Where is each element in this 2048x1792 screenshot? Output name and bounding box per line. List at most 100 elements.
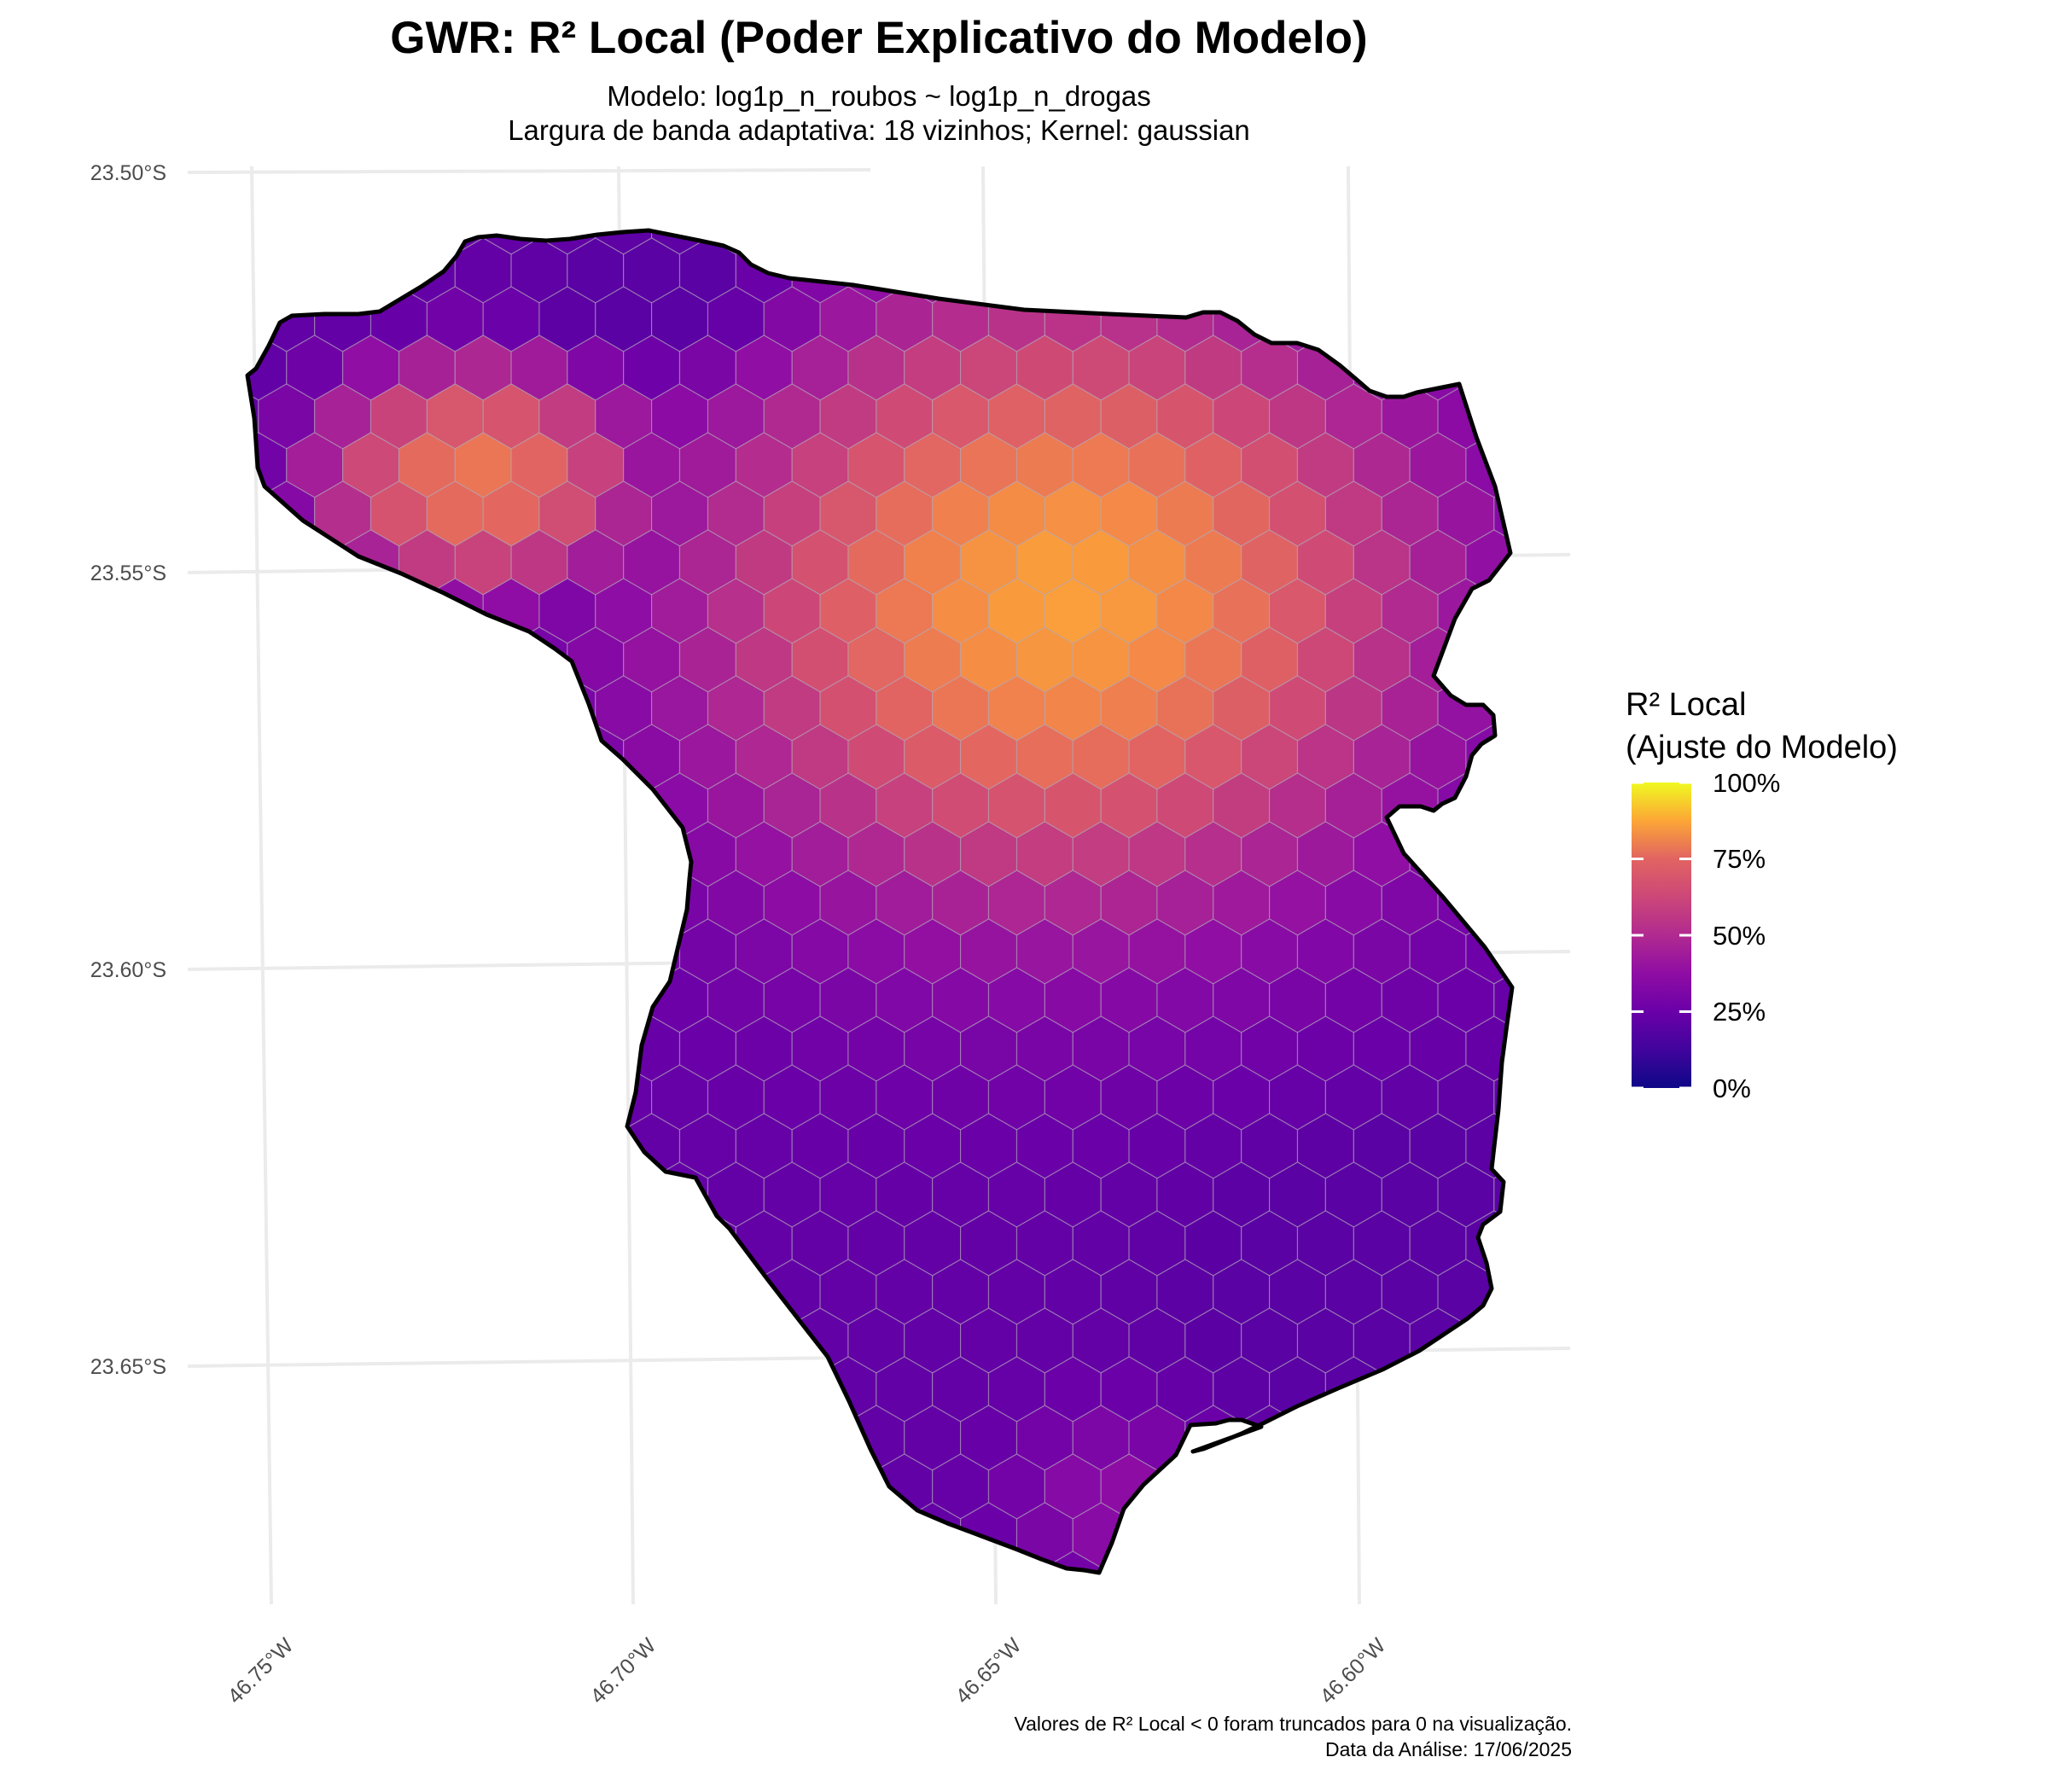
hex-cell (1465, 237, 1512, 304)
hex-cell (258, 967, 316, 1033)
hex-cell (1381, 230, 1439, 255)
hex-cell (258, 1453, 316, 1520)
hex-cell (510, 1210, 568, 1277)
hex-cell (1100, 1551, 1158, 1573)
hex-cell (595, 1161, 653, 1228)
hex-cell (247, 237, 288, 304)
hex-cell (1437, 230, 1495, 255)
hex-cell (595, 967, 653, 1033)
hex-cell (454, 1113, 512, 1179)
hex-cell (1522, 822, 1579, 887)
hex-cell (1156, 230, 1214, 255)
hex-cell (1381, 1551, 1439, 1573)
hex-cell (538, 1064, 596, 1131)
hex-cell (398, 1210, 456, 1277)
hex-cell (763, 1356, 821, 1423)
hex-cell (791, 1502, 849, 1568)
hex-cell (1522, 238, 1579, 303)
hex-cell (1522, 1016, 1579, 1081)
hex-cell (1128, 1502, 1186, 1568)
legend-title-line-2: (Ajuste do Modelo) (1626, 730, 1898, 765)
hex-cell (247, 1502, 288, 1568)
hex-cell (707, 1551, 765, 1573)
hex-cell (1324, 1551, 1382, 1573)
legend: R² Local (Ajuste do Modelo) 100% 75% 50%… (1626, 687, 1898, 1103)
lat-tick-label: 23.60°S (90, 958, 166, 982)
hex-cell (286, 724, 344, 790)
hex-cell (650, 1259, 709, 1325)
hex-cell (1522, 433, 1579, 497)
hex-cell (342, 724, 400, 790)
caption-line-2: Data da Análise: 17/06/2025 (1325, 1738, 1572, 1760)
hex-cell (426, 1161, 484, 1228)
hex-cell (247, 675, 259, 742)
hex-cell (258, 772, 316, 839)
hex-cell (1072, 237, 1130, 304)
hex-cell (482, 1259, 540, 1325)
hex-cell (286, 1502, 344, 1568)
hex-cell (707, 1259, 765, 1325)
hex-cell (258, 675, 316, 742)
legend-label-100: 100% (1713, 768, 1780, 798)
hex-cell (510, 821, 568, 887)
hex-cell (1522, 724, 1579, 789)
hex-cell (482, 675, 540, 742)
lon-tick-label: 46.60°W (1315, 1633, 1390, 1708)
hex-cell (735, 1502, 793, 1568)
hex-cell (454, 1210, 512, 1277)
hex-cell (1015, 237, 1073, 304)
hex-cell (595, 1259, 653, 1325)
hex-cell (595, 1453, 653, 1520)
hex-cell (342, 821, 400, 887)
hex-cell (314, 870, 372, 936)
hex-cell (258, 578, 316, 644)
lon-tick-label: 46.75°W (223, 1633, 298, 1708)
chart-subtitle-line-2: Largura de banda adaptativa: 18 vizinhos… (508, 114, 1250, 146)
hex-cell (482, 772, 540, 839)
hex-cell (398, 1502, 456, 1568)
hex-cell (314, 1064, 372, 1131)
hex-cell (567, 1113, 625, 1179)
lat-tick-label: 23.50°S (90, 161, 166, 185)
hex-cell (482, 1453, 540, 1520)
hex-cell (247, 918, 288, 985)
hex-cell (1409, 1502, 1467, 1568)
hex-cell (342, 626, 400, 693)
lon-tick-label: 46.65°W (951, 1633, 1026, 1708)
caption-line-1: Valores de R² Local < 0 foram truncados … (1014, 1713, 1572, 1735)
hex-cell (1465, 626, 1512, 693)
hex-cell (369, 1161, 428, 1228)
legend-label-0: 0% (1713, 1073, 1751, 1103)
hex-cell (1522, 1405, 1579, 1470)
legend-label-50: 50% (1713, 921, 1766, 951)
hex-cell (510, 1405, 568, 1471)
hex-cell (369, 675, 428, 742)
hex-cell (398, 1113, 456, 1179)
hexagon-cells (247, 230, 1579, 1573)
hex-cell (247, 1405, 288, 1471)
hex-cell (959, 237, 1018, 304)
hex-cell (482, 1161, 540, 1228)
hex-cell (1522, 1308, 1579, 1373)
legend-title-line-1: R² Local (1626, 687, 1747, 723)
hex-cell (398, 626, 456, 693)
hex-cell (538, 1551, 596, 1573)
hex-cell (454, 626, 512, 693)
hex-cell (987, 230, 1046, 255)
hex-cell (247, 1161, 259, 1228)
hex-cell (369, 967, 428, 1033)
hex-cell (286, 1015, 344, 1082)
hex-cell (1522, 530, 1579, 595)
hex-cell (1353, 1502, 1411, 1568)
hex-cell (314, 675, 372, 742)
hex-cell (932, 230, 990, 255)
hex-cell (342, 1015, 400, 1082)
hex-cell (1493, 870, 1512, 936)
hex-cell (538, 1453, 596, 1520)
lat-tick-label: 23.55°S (90, 561, 166, 585)
hex-cell (538, 870, 596, 936)
hex-cell (482, 1551, 540, 1573)
hex-cell (247, 1259, 259, 1325)
hex-cell (398, 1015, 456, 1082)
hex-cell (342, 1113, 400, 1179)
